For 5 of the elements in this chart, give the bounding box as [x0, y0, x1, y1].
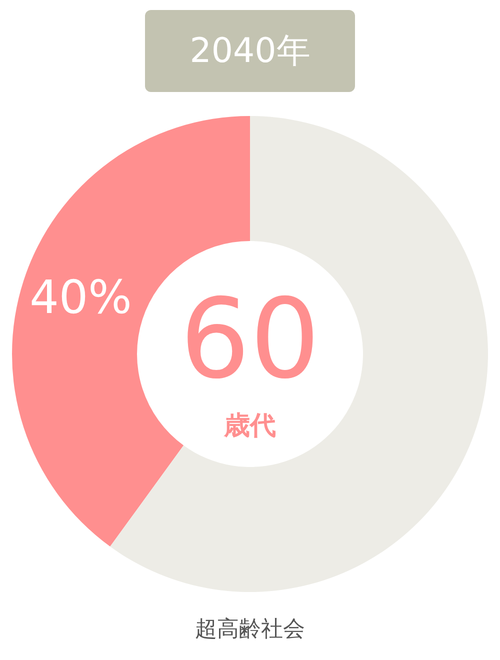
text: 歳代 [223, 411, 276, 441]
text: 超高齢社会 [195, 617, 305, 642]
chart-title: 2040年 [145, 10, 355, 92]
data-label: 40% [30, 270, 132, 324]
text: 60 [180, 275, 320, 403]
